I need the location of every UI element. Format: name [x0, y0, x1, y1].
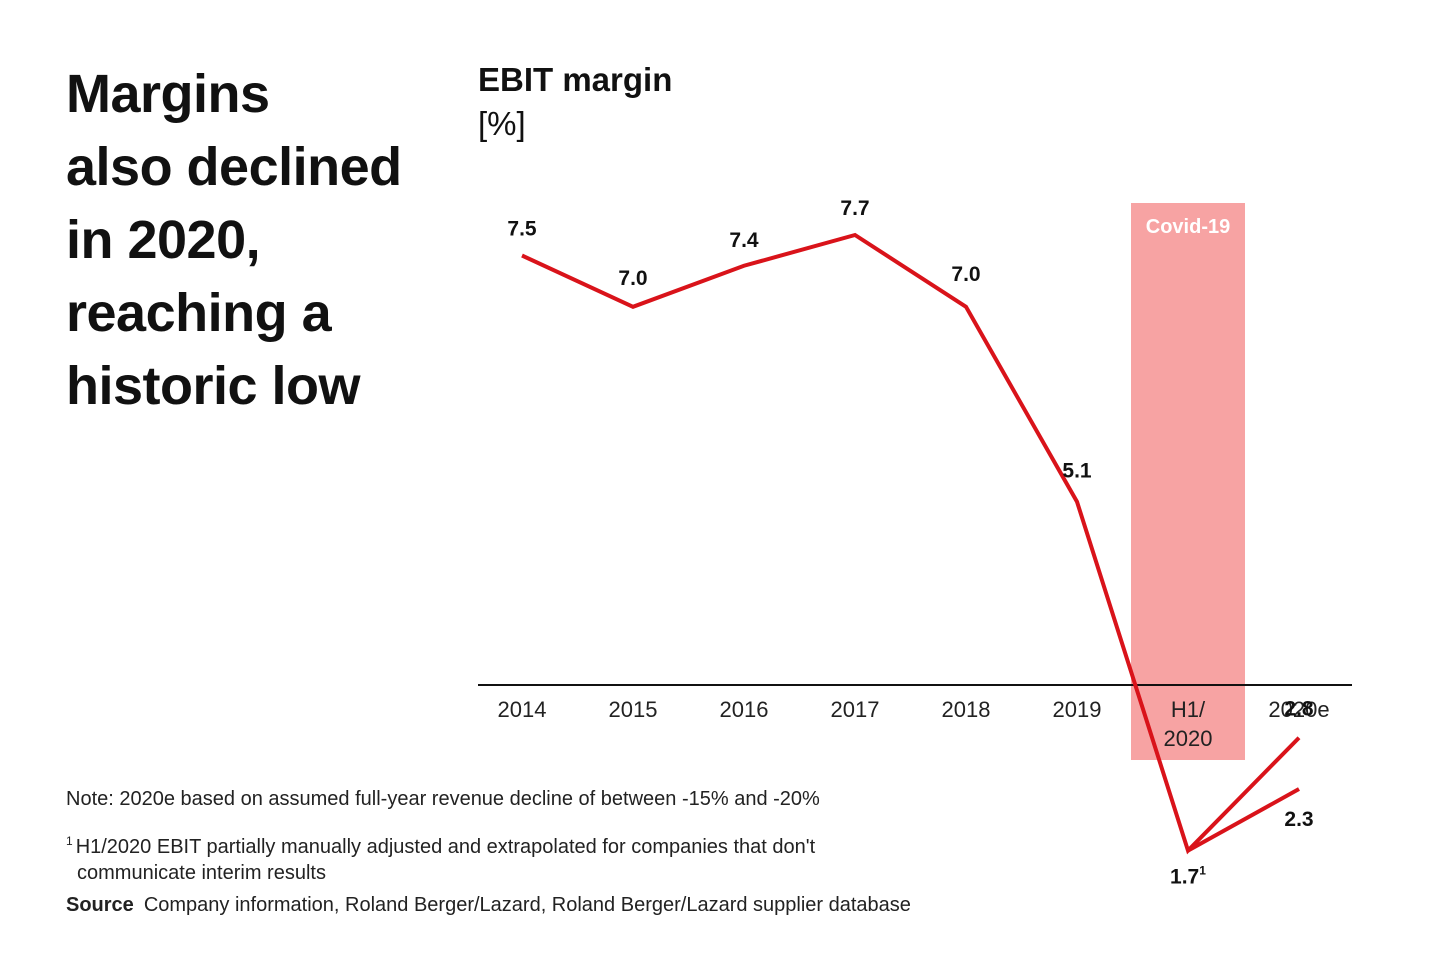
- series-line-lower: [1187, 787, 1300, 853]
- headline: Margins also declined in 2020, reaching …: [66, 58, 446, 423]
- source-line: Source Company information, Roland Berger…: [66, 892, 911, 918]
- x-tick-label: 2014: [498, 697, 547, 722]
- footnote-line: H1/2020 EBIT partially manually adjusted…: [75, 836, 816, 858]
- data-label: 7.7: [840, 197, 869, 220]
- data-label: 7.0: [951, 263, 980, 286]
- footnote-line: communicate interim results: [77, 862, 326, 884]
- headline-line: Margins: [66, 64, 270, 124]
- covid-highlight-band: [1131, 203, 1245, 760]
- footnote-marker: 1: [66, 834, 73, 848]
- x-tick-label: 2015: [609, 697, 658, 722]
- data-label: 2.3: [1284, 808, 1313, 831]
- source-label: Source: [66, 894, 134, 916]
- chart-unit: [%]: [478, 105, 526, 142]
- headline-line: reaching a: [66, 283, 332, 343]
- chart-title-block: EBIT margin [%]: [478, 58, 672, 146]
- x-tick-label: 2017: [831, 697, 880, 722]
- headline-line: historic low: [66, 356, 361, 416]
- chart-note: Note: 2020e based on assumed full-year r…: [66, 788, 820, 810]
- chart-title: EBIT margin: [478, 61, 673, 98]
- x-tick-label: H1/2020: [1164, 697, 1213, 751]
- data-label: 2.8: [1284, 698, 1314, 721]
- series-line-main: [521, 232, 1301, 855]
- covid-highlight-label: Covid-19: [1146, 216, 1230, 238]
- headline-line: also declined: [66, 137, 402, 197]
- x-tick-label: 2018: [942, 697, 991, 722]
- footnote-marker: 1: [1199, 864, 1206, 878]
- data-label: 1.71: [1170, 864, 1206, 889]
- headline-line: in 2020,: [66, 210, 261, 270]
- footnote: 1 H1/2020 EBIT partially manually adjuste…: [66, 828, 966, 886]
- x-tick-label: 2016: [720, 697, 769, 722]
- data-label: 7.5: [507, 218, 537, 241]
- data-label: 7.4: [729, 229, 759, 252]
- x-tick-label: 2019: [1053, 697, 1102, 722]
- source-text: Company information, Roland Berger/Lazar…: [143, 894, 911, 916]
- data-label: 5.1: [1062, 460, 1092, 483]
- data-label: 7.0: [618, 267, 647, 290]
- x-tick-label: 2020e: [1268, 697, 1329, 722]
